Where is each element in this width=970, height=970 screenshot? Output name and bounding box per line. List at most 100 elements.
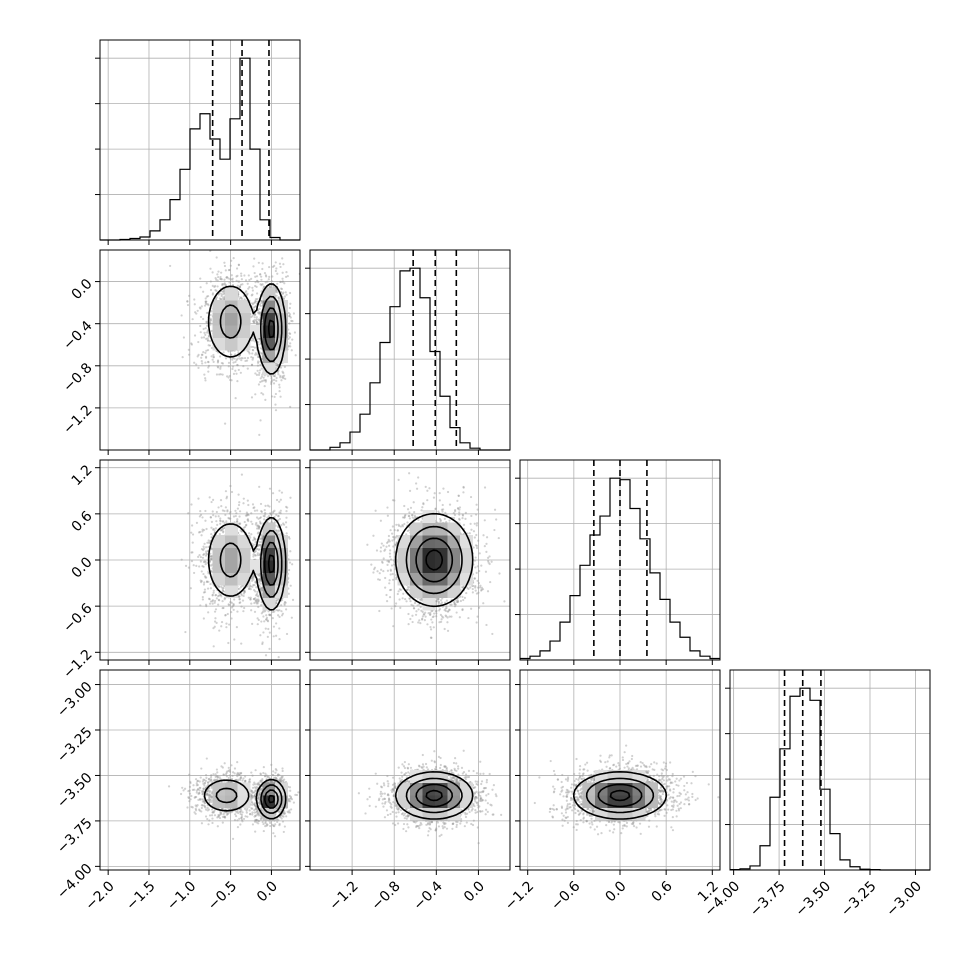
sample-point — [250, 396, 254, 399]
sample-point — [209, 317, 212, 320]
sample-point — [212, 498, 215, 501]
sample-point — [217, 366, 220, 369]
sample-point — [206, 329, 209, 332]
sample-point — [272, 510, 275, 513]
sample-point — [209, 515, 212, 519]
sample-point — [201, 556, 205, 559]
sample-point — [259, 582, 262, 585]
sample-point — [215, 289, 218, 292]
sample-point — [239, 529, 242, 532]
sample-point — [231, 365, 235, 368]
sample-point — [227, 603, 230, 606]
histogram-panel-1 — [305, 249, 511, 455]
sample-point — [218, 297, 221, 300]
sample-point — [388, 552, 392, 555]
sample-point — [257, 605, 260, 609]
sample-point — [448, 615, 451, 618]
sample-point — [254, 553, 257, 557]
density-cell — [237, 300, 251, 313]
sample-point — [282, 376, 285, 380]
sample-point — [243, 520, 246, 524]
sample-point — [200, 581, 203, 584]
sample-point — [247, 351, 250, 354]
sample-point — [209, 280, 212, 283]
sample-point — [242, 502, 245, 505]
sample-point — [279, 376, 282, 379]
sample-point — [190, 503, 193, 506]
sample-point — [217, 603, 220, 606]
sample-point — [255, 292, 259, 295]
sample-point — [218, 585, 221, 588]
sample-point — [253, 257, 256, 260]
sample-point — [258, 554, 261, 557]
sample-point — [274, 269, 277, 273]
sample-point — [259, 419, 262, 422]
sample-point — [203, 560, 206, 563]
sample-point — [238, 286, 242, 289]
sample-point — [264, 379, 268, 382]
sample-point — [258, 303, 262, 306]
sample-point — [205, 321, 208, 324]
sample-point — [251, 352, 254, 355]
sample-point — [204, 576, 207, 579]
sample-point — [277, 533, 281, 536]
sample-point — [220, 620, 224, 624]
sample-point — [386, 506, 389, 509]
sample-point — [257, 595, 260, 598]
sample-point — [237, 280, 240, 283]
sample-point — [259, 588, 262, 591]
sample-point — [205, 300, 208, 303]
sample-point — [223, 282, 226, 285]
sample-point — [256, 364, 260, 367]
sample-point — [216, 273, 219, 276]
sample-point — [211, 271, 214, 274]
sample-point — [280, 523, 283, 527]
sample-point — [209, 319, 212, 322]
sample-point — [464, 511, 467, 515]
sample-point — [212, 355, 215, 359]
sample-point — [257, 598, 260, 601]
sample-point — [199, 530, 202, 534]
sample-point — [258, 585, 261, 588]
sample-point — [218, 355, 222, 358]
sample-point — [259, 377, 262, 380]
sample-point — [228, 268, 231, 272]
sample-point — [263, 610, 266, 613]
sample-point — [256, 623, 259, 626]
sample-point — [256, 361, 260, 364]
sample-point — [259, 578, 262, 581]
sample-point — [251, 289, 254, 292]
sample-point — [258, 312, 261, 315]
sample-point — [252, 575, 255, 578]
sample-point — [289, 332, 292, 336]
sample-point — [256, 532, 259, 535]
sample-point — [252, 337, 255, 340]
sample-point — [274, 261, 277, 264]
sample-point — [246, 499, 249, 502]
sample-point — [259, 283, 262, 286]
sample-point — [199, 513, 203, 517]
sample-point — [244, 359, 247, 363]
sample-point — [254, 599, 257, 602]
sample-point — [257, 322, 260, 325]
sample-point — [286, 275, 289, 278]
sample-point — [269, 512, 272, 515]
sample-point — [238, 501, 241, 504]
sample-point — [242, 365, 245, 368]
sample-point — [210, 310, 213, 313]
sample-point — [240, 594, 243, 597]
sample-point — [211, 284, 214, 287]
sample-point — [474, 585, 477, 588]
sample-point — [244, 279, 248, 282]
sample-point — [261, 642, 264, 646]
sample-point — [186, 300, 189, 303]
sample-point — [222, 293, 226, 296]
sample-point — [200, 360, 203, 363]
sample-point — [252, 321, 255, 324]
sample-point — [290, 349, 293, 352]
sample-point — [234, 360, 237, 363]
sample-point — [223, 283, 226, 286]
sample-point — [235, 520, 239, 523]
sample-point — [260, 533, 263, 536]
hist-0-frame — [99, 39, 301, 241]
